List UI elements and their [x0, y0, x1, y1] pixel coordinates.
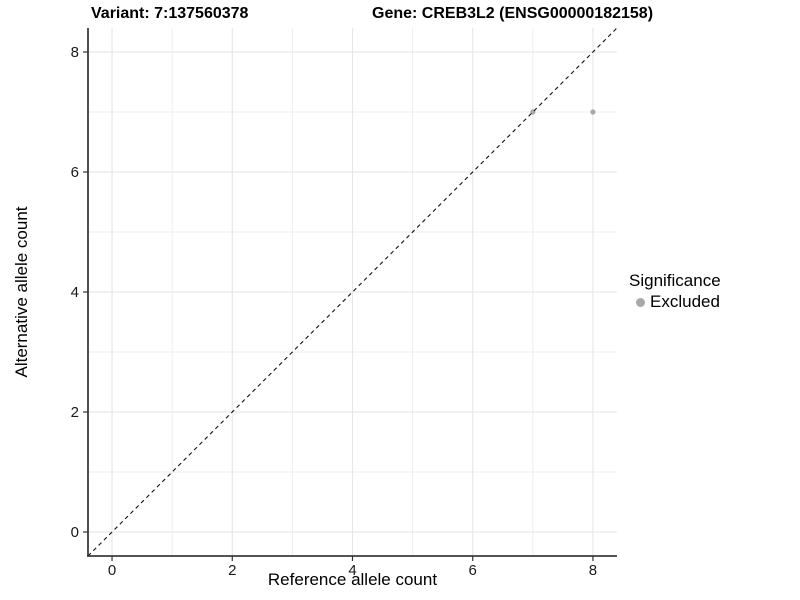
plot-title-gene: Gene: CREB3L2 (ENSG00000182158): [372, 5, 654, 22]
x-tick-label: 8: [589, 562, 597, 579]
x-tick-label: 2: [228, 562, 236, 579]
legend-item-excluded: Excluded: [629, 292, 721, 312]
legend-point-icon: [636, 297, 645, 307]
x-tick-label: 0: [108, 562, 116, 579]
legend: Significance Excluded: [629, 271, 721, 312]
y-tick-label: 8: [71, 44, 79, 61]
plot-title-variant: Variant: 7:137560378: [91, 5, 249, 22]
x-tick-label: 4: [348, 562, 356, 579]
x-axis-label: Reference allele count: [267, 570, 438, 589]
x-tick-label: 6: [469, 562, 477, 579]
y-tick-label: 2: [71, 404, 79, 421]
legend-title: Significance: [629, 271, 721, 290]
y-tick-label: 0: [71, 524, 79, 541]
y-tick-label: 6: [71, 164, 79, 181]
identity-reference-line: [87, 27, 618, 557]
data-point: [590, 109, 596, 115]
legend-item-label: Excluded: [650, 292, 720, 311]
y-axis-label: Alternative allele count: [12, 206, 31, 378]
y-tick-label: 4: [71, 284, 79, 301]
